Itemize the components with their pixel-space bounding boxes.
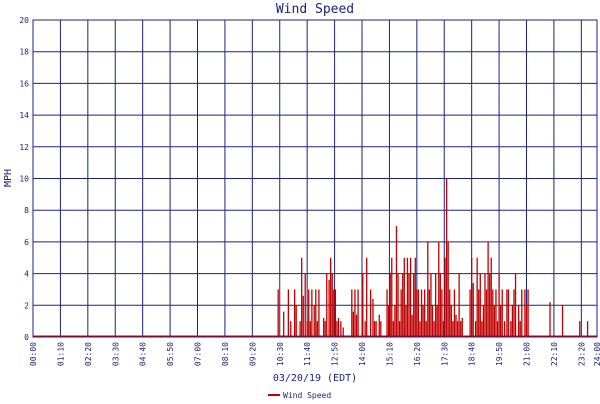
- y-axis-ticks: 0 2 4 6 8 10 12 14 16 18 20: [19, 16, 29, 342]
- y-tick-label: 8: [24, 206, 29, 215]
- x-tick-label: 16:20: [413, 342, 422, 366]
- legend: Wind Speed: [268, 391, 331, 400]
- grid: [32, 19, 598, 338]
- x-tick-label: 10:30: [276, 342, 285, 366]
- x-tick-label: 05:50: [166, 342, 175, 366]
- y-tick-label: 16: [19, 79, 29, 88]
- y-tick-label: 0: [24, 333, 29, 342]
- x-tick-label: 00:00: [29, 342, 38, 366]
- y-tick-label: 4: [24, 270, 29, 279]
- y-tick-label: 6: [24, 238, 29, 247]
- x-tick-label: 11:40: [303, 342, 312, 366]
- y-tick-label: 20: [19, 16, 29, 25]
- x-tick-label: 18:40: [468, 342, 477, 366]
- y-tick-label: 10: [19, 175, 29, 184]
- y-tick-label: 12: [19, 143, 29, 152]
- bars-layer: [33, 178, 597, 338]
- x-tick-label: 12:50: [331, 342, 340, 366]
- x-tick-label: 14:00: [358, 342, 367, 366]
- y-tick-label: 18: [19, 48, 29, 57]
- y-axis-label: MPH: [3, 169, 14, 187]
- x-tick-label: 15:10: [385, 342, 394, 366]
- x-tick-label: 21:00: [523, 342, 532, 366]
- x-tick-label: 17:30: [440, 342, 449, 366]
- x-tick-label: 08:10: [221, 342, 230, 366]
- x-tick-label: 19:50: [495, 342, 504, 366]
- x-tick-label: 24:00: [593, 342, 600, 366]
- plot-frame: [32, 19, 598, 338]
- legend-label: Wind Speed: [283, 391, 331, 400]
- x-tick-label: 23:20: [577, 342, 586, 366]
- x-axis-label: 03/20/19 (EDT): [273, 373, 357, 384]
- x-tick-label: 09:20: [248, 342, 257, 366]
- x-tick-label: 04:40: [139, 342, 148, 366]
- chart-title: Wind Speed: [276, 2, 354, 17]
- x-tick-label: 01:10: [56, 342, 65, 366]
- x-axis-ticks: 00:00 01:10 02:20 03:30 04:40 05:50 07:00 08:10…: [29, 342, 600, 366]
- x-tick-label: 22:10: [550, 342, 559, 366]
- y-tick-label: 14: [19, 111, 29, 120]
- y-tick-label: 2: [24, 301, 29, 310]
- x-tick-label: 07:00: [194, 342, 203, 366]
- x-tick-label: 03:30: [111, 342, 120, 366]
- x-tick-label: 02:20: [84, 342, 93, 366]
